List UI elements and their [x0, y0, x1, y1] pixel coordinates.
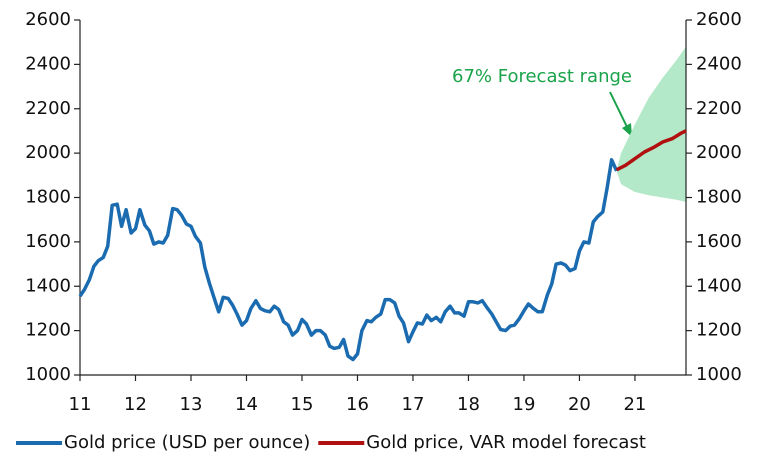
y2-tick-label: 1600	[696, 231, 742, 252]
y-tick-label: 1400	[25, 275, 71, 296]
y2-tick-label: 2400	[696, 53, 742, 74]
x-tick-label: 14	[235, 394, 258, 415]
x-tick-label: 15	[291, 394, 314, 415]
x-tick-label: 18	[457, 394, 480, 415]
series-line	[78, 158, 619, 362]
y-tick-label: 1200	[25, 320, 71, 341]
annotation-arrow	[609, 91, 629, 130]
forecast-band	[616, 46, 686, 202]
annotation-arrowhead	[622, 123, 632, 137]
series-line	[615, 129, 687, 172]
x-tick-label: 17	[402, 394, 425, 415]
y-tick-label: 2400	[25, 53, 71, 74]
x-tick-label: 21	[623, 394, 646, 415]
y2-tick-label: 2600	[696, 9, 742, 30]
y2-tick-label: 1800	[696, 187, 742, 208]
y-tick-label: 1800	[25, 187, 71, 208]
x-tick-label: 12	[124, 394, 147, 415]
x-tick-label: 20	[568, 394, 591, 415]
y2-tick-label: 1200	[696, 320, 742, 341]
y-tick-label: 1600	[25, 231, 71, 252]
x-tick-label: 19	[513, 394, 536, 415]
annotation: 67% Forecast range	[452, 66, 632, 87]
x-tick-label: 16	[346, 394, 369, 415]
x-tick-label: 11	[69, 394, 92, 415]
x-tick-label: 13	[180, 394, 203, 415]
y2-tick-label: 2000	[696, 142, 742, 163]
y2-tick-label: 1000	[696, 364, 742, 385]
y-tick-label: 2200	[25, 98, 71, 119]
legend-label: Gold price (USD per ounce)	[64, 432, 310, 453]
y-tick-label: 2600	[25, 9, 71, 30]
y-tick-label: 2000	[25, 142, 71, 163]
y2-tick-label: 1400	[696, 275, 742, 296]
y2-tick-label: 2200	[696, 98, 742, 119]
y-tick-label: 1000	[25, 364, 71, 385]
legend-label: Gold price, VAR model forecast	[366, 432, 646, 453]
